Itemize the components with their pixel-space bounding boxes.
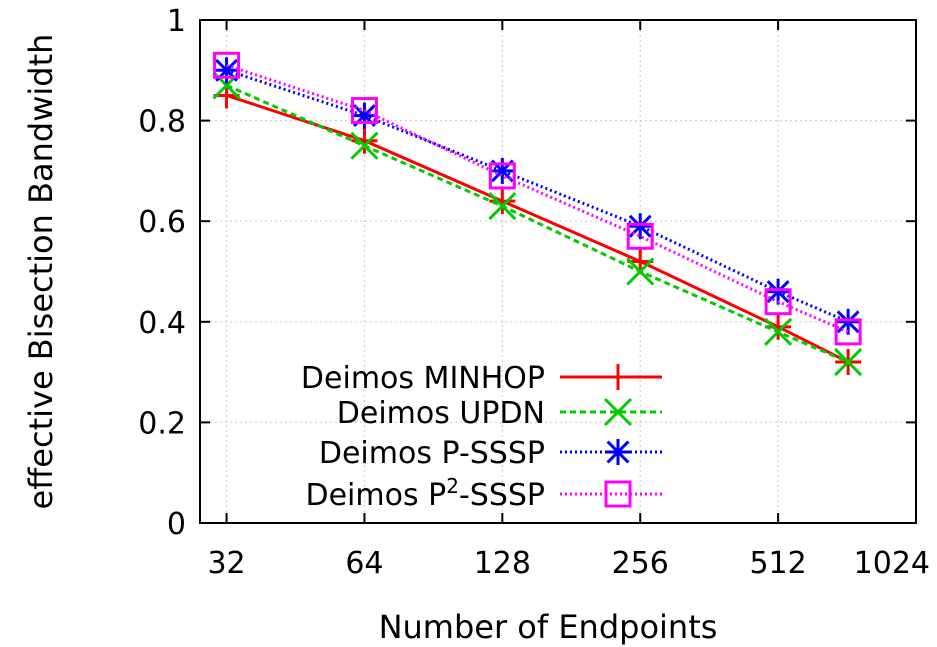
data-point	[834, 347, 863, 377]
data-point	[488, 192, 517, 221]
series-line-3	[226, 68, 849, 324]
legend-label-3: Deimos P-SSSP	[319, 436, 545, 471]
x-axis-title: Number of Endpoints	[379, 608, 718, 646]
x-tick-label: 1024	[854, 546, 930, 581]
legend-label-2: Deimos UPDN	[337, 396, 545, 431]
data-point	[764, 317, 793, 346]
data-point	[834, 318, 862, 346]
legend-marker-4	[604, 480, 632, 508]
data-point	[488, 162, 516, 190]
legend-label-1: Deimos MINHOP	[301, 361, 545, 396]
data-point	[213, 57, 240, 84]
data-point	[626, 222, 654, 250]
data-point	[350, 131, 379, 160]
series-line-1	[226, 93, 849, 364]
axis-ticks: 0 0.2 0.4 0.6 0.8 1 32 64 128 256 512 1024	[138, 4, 930, 581]
plot-border	[199, 19, 917, 524]
x-tick-label: 512	[749, 546, 806, 581]
y-tick-label: 0	[167, 507, 186, 542]
data-point	[489, 157, 516, 184]
y-tick-label: 1	[167, 4, 186, 39]
x-tick-label: 32	[207, 546, 245, 581]
series-line-2	[225, 84, 849, 364]
x-tick-label: 256	[612, 546, 669, 581]
data-point	[350, 97, 378, 125]
data-point	[627, 213, 654, 240]
legend-marker-2	[603, 397, 633, 427]
y-tick-label: 0.2	[138, 406, 186, 441]
y-axis-title: effective Bisection Bandwidth	[22, 34, 60, 510]
series	[212, 51, 863, 377]
legend-marker-1	[605, 364, 631, 390]
data-point	[626, 257, 655, 286]
legend-label-4: Deimos P2-SSSP	[305, 474, 545, 513]
x-tick-label: 64	[345, 546, 383, 581]
series-line-4	[226, 63, 849, 334]
plot-frame	[199, 19, 917, 524]
y-tick-label: 0.8	[138, 105, 186, 140]
data-point	[764, 288, 792, 316]
y-tick-label: 0.4	[138, 306, 186, 341]
grid	[200, 19, 917, 524]
legend-marker-3	[605, 439, 631, 465]
x-tick-label: 128	[474, 546, 531, 581]
data-point	[213, 51, 241, 79]
y-tick-label: 0.6	[138, 205, 186, 240]
